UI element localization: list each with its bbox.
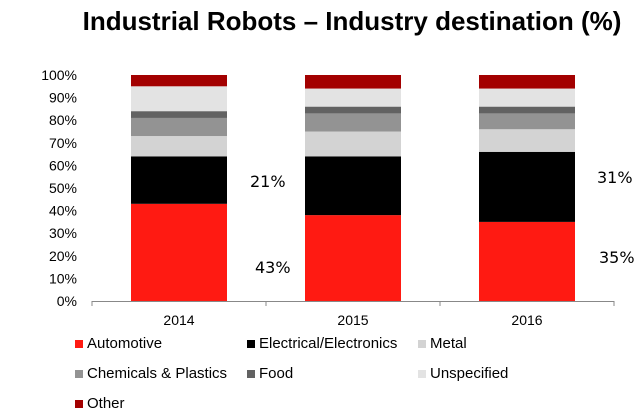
bar-segment-2015-automotive [305,215,401,301]
bar-segment-2014-electrical-electronics [131,156,227,204]
bar-segment-2016-other [479,75,575,89]
bar-segment-2016-metal [479,129,575,152]
chart-title: Industrial Robots – Industry destination… [83,6,622,36]
y-tick-label: 70% [49,135,77,151]
x-axis: 2014 2015 2016 [91,301,615,328]
annotation-2014-automotive: 43% [255,258,291,277]
bar-segment-2015-chemicals-plastics [305,113,401,132]
y-tick-label: 60% [49,157,77,173]
y-tick-label: 40% [49,203,77,219]
legend-label: Unspecified [430,365,508,382]
bars [131,75,575,301]
y-tick-label: 20% [49,248,77,264]
y-tick-label: 10% [49,270,77,286]
y-axis: 0% 10% 20% 30% 40% 50% 60% 70% 80% 90% 100% [41,67,77,309]
bar-segment-2015-other [305,75,401,89]
legend-swatch [75,370,83,378]
legend-swatch [418,340,426,348]
bar-segment-2014-other [131,75,227,87]
y-tick-label: 50% [49,180,77,196]
bar-segment-2015-electrical-electronics [305,156,401,216]
bar-segment-2014-chemicals-plastics [131,117,227,137]
bar-segment-2016-electrical-electronics [479,151,575,222]
bar-segment-2015-unspecified [305,88,401,107]
legend-label: Chemicals & Plastics [87,365,227,382]
bar-segment-2016-food [479,106,575,114]
bar-segment-2016-chemicals-plastics [479,113,575,130]
legend-swatch [75,340,83,348]
bar-segment-2014-automotive [131,203,227,301]
bar-segment-2014-metal [131,136,227,157]
legend-swatch [75,400,83,408]
legend-label: Other [87,395,125,412]
annotation-2016-automotive: 35% [599,248,635,267]
legend-label: Metal [430,335,467,352]
y-tick-label: 100% [41,67,77,83]
y-tick-label: 80% [49,112,77,128]
legend-label: Automotive [87,335,162,352]
y-tick-label: 30% [49,225,77,241]
bar-segment-2016-unspecified [479,88,575,107]
bar-segment-2015-metal [305,131,401,157]
bar-segment-2015-food [305,106,401,114]
bar-segment-2016-automotive [479,221,575,301]
x-tick-label: 2014 [163,312,194,328]
legend-label: Electrical/Electronics [259,335,397,352]
annotation-2014-electrical: 21% [250,172,286,191]
legend-swatch [418,370,426,378]
legend-label: Food [259,365,293,382]
y-tick-label: 90% [49,90,77,106]
bar-segment-2014-food [131,111,227,118]
legend-swatch [247,370,255,378]
annotation-2016-electrical: 31% [597,168,633,187]
x-tick-label: 2015 [337,312,368,328]
legend: Automotive Electrical/Electronics Metal Che… [75,335,508,412]
x-tick-label: 2016 [511,312,542,328]
bar-segment-2014-unspecified [131,86,227,112]
legend-swatch [247,340,255,348]
y-tick-label: 0% [57,293,77,309]
